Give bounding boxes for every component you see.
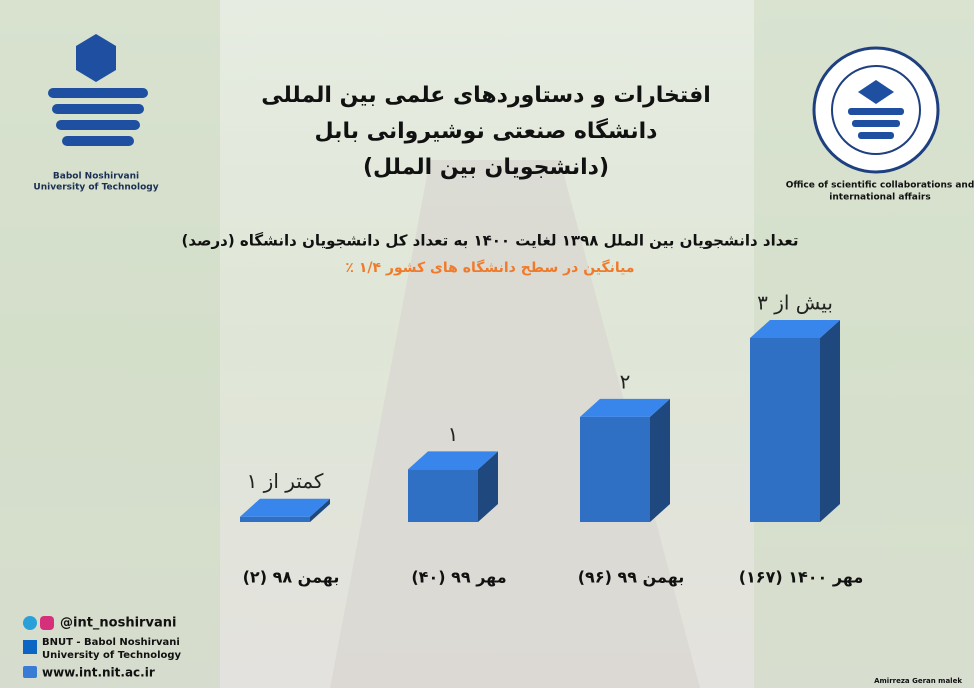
bar-top [240,498,330,517]
bar-side [310,498,330,522]
x-tick-label: بهمن ۹۹ (۹۶) [578,568,685,587]
subtitle: تعداد دانشجویان بین الملل ۱۳۹۸ لغایت ۱۴۰… [182,232,799,250]
bar-top [750,320,840,338]
data-label: ۲ [620,369,631,393]
note: میانگین در سطح دانشگاه های کشور ۱/۴ ٪ [345,259,634,276]
left-logo [48,34,148,146]
linkedin-text: BNUT - Babol Noshirvani [42,637,180,648]
bar-top [408,451,498,470]
x-tick-label: بهمن ۹۸ (۲) [243,568,340,587]
credit: Amirreza Geran malek [874,677,962,685]
path [330,160,700,688]
data-label: کمتر از ۱ [247,469,324,493]
bar [408,469,478,522]
telegram-icon [23,616,37,630]
linkedin-icon [23,640,37,654]
x-tick-label: مهر ۱۴۰۰ (۱۶۷) [739,568,864,587]
title-line: افتخارات و دستاوردهای علمی بین المللی [261,83,711,108]
left-logo-text: Babol Noshirvani [53,172,139,182]
web-icon [23,666,37,678]
title-line: دانشگاه صنعتی نوشیروانی بابل [315,117,658,144]
data-label: ۱ [448,422,459,446]
bar [750,338,820,522]
social-handle: @int_noshirvani [60,616,176,631]
title-line: (دانشجویان بین الملل) [363,155,609,180]
bar-side [820,320,840,522]
linkedin-text: University of Technology [42,650,182,661]
bar [580,416,650,522]
bar [240,516,310,522]
bar-side [478,451,498,522]
right-logo-text: international affairs [829,193,930,203]
instagram-icon [40,616,54,630]
bar-top [580,398,670,417]
foliage-left [0,0,220,688]
left-logo-text: University of Technology [33,183,158,193]
x-tick-label: مهر ۹۹ (۴۰) [411,568,506,587]
website: www.int.nit.ac.ir [42,666,155,680]
data-label: بیش از ۳ [757,291,833,315]
right-logo [812,46,940,174]
bar-side [650,398,670,522]
right-logo-text: Office of scientific collaborations and [786,181,974,191]
